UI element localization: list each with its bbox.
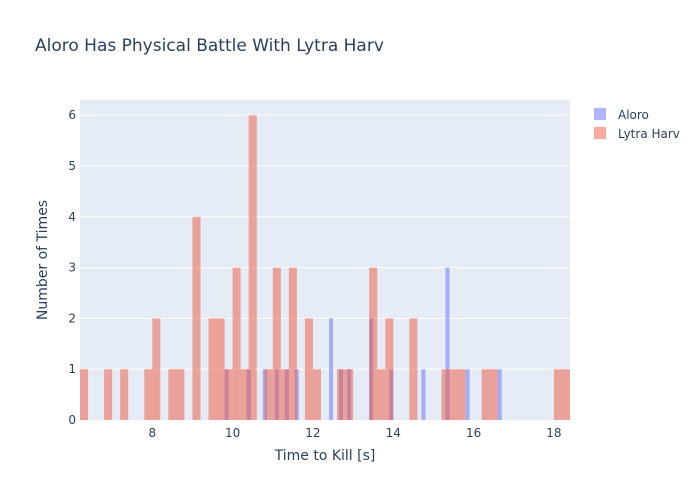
bar-lytra-harv[interactable] [312,369,321,420]
legend-label-lytra-harv: Lytra Harv [618,127,680,141]
x-tick-label: 18 [546,426,561,440]
bar-lytra-harv[interactable] [280,369,289,420]
bars [80,115,570,420]
bar-lytra-harv[interactable] [120,369,129,420]
bar-lytra-harv[interactable] [441,369,450,420]
x-axis-title: Time to Kill [s] [274,448,376,464]
bar-lytra-harv[interactable] [409,318,418,420]
y-tick-label: 5 [68,159,76,173]
bar-lytra-harv[interactable] [337,369,346,420]
y-tick-labels: 0 1 2 3 4 5 6 [68,108,76,427]
x-tick-label: 14 [386,426,401,440]
bar-lytra-harv[interactable] [449,369,458,420]
bar-lytra-harv[interactable] [377,369,386,420]
bar-lytra-harv[interactable] [288,267,297,420]
bar-lytra-harv[interactable] [304,318,313,420]
legend-item-aloro[interactable]: Aloro [594,108,649,122]
y-tick-label: 4 [68,210,76,224]
bar-lytra-harv[interactable] [216,318,225,420]
x-tick-label: 12 [305,426,320,440]
bar-aloro[interactable] [497,369,502,420]
chart-title: Aloro Has Physical Battle With Lytra Har… [35,36,384,56]
bar-lytra-harv[interactable] [176,369,185,420]
bar-lytra-harv[interactable] [248,115,257,420]
bar-lytra-harv[interactable] [240,369,249,420]
x-tick-labels: 8 10 12 14 16 18 [148,426,561,440]
bar-aloro[interactable] [294,369,299,420]
legend-swatch-lytra-harv [594,127,606,139]
x-tick-label: 8 [148,426,156,440]
bar-lytra-harv[interactable] [345,369,354,420]
y-axis-title: Number of Times [35,200,51,320]
y-tick-label: 0 [68,413,76,427]
bar-lytra-harv[interactable] [489,369,498,420]
legend-label-aloro: Aloro [618,108,649,122]
bar-lytra-harv[interactable] [104,369,113,420]
legend: Aloro Lytra Harv [594,108,680,141]
bar-aloro[interactable] [445,267,450,420]
y-tick-label: 3 [68,261,76,275]
bar-lytra-harv[interactable] [80,369,89,420]
bar-lytra-harv[interactable] [385,318,394,420]
bar-lytra-harv[interactable] [369,267,378,420]
bar-lytra-harv[interactable] [208,318,217,420]
bar-lytra-harv[interactable] [152,318,161,420]
y-tick-label: 1 [68,362,76,376]
gridlines [80,114,570,370]
bar-aloro[interactable] [421,369,426,420]
bar-lytra-harv[interactable] [144,369,153,420]
bar-lytra-harv[interactable] [168,369,177,420]
bar-lytra-harv[interactable] [561,369,570,420]
y-tick-label: 2 [68,311,76,325]
bar-lytra-harv[interactable] [481,369,490,420]
legend-swatch-aloro [594,108,606,120]
bar-lytra-harv[interactable] [192,216,201,420]
x-tick-label: 16 [466,426,481,440]
plot-background [80,100,570,420]
bar-lytra-harv[interactable] [232,267,241,420]
bar-lytra-harv[interactable] [457,369,466,420]
bar-lytra-harv[interactable] [553,369,562,420]
legend-item-lytra-harv[interactable]: Lytra Harv [594,127,680,141]
y-tick-label: 6 [68,108,76,122]
bar-aloro[interactable] [465,369,470,420]
bar-lytra-harv[interactable] [224,369,233,420]
x-tick-label: 10 [225,426,240,440]
bar-aloro[interactable] [329,318,334,420]
bar-lytra-harv[interactable] [272,267,281,420]
bar-lytra-harv[interactable] [264,369,273,420]
